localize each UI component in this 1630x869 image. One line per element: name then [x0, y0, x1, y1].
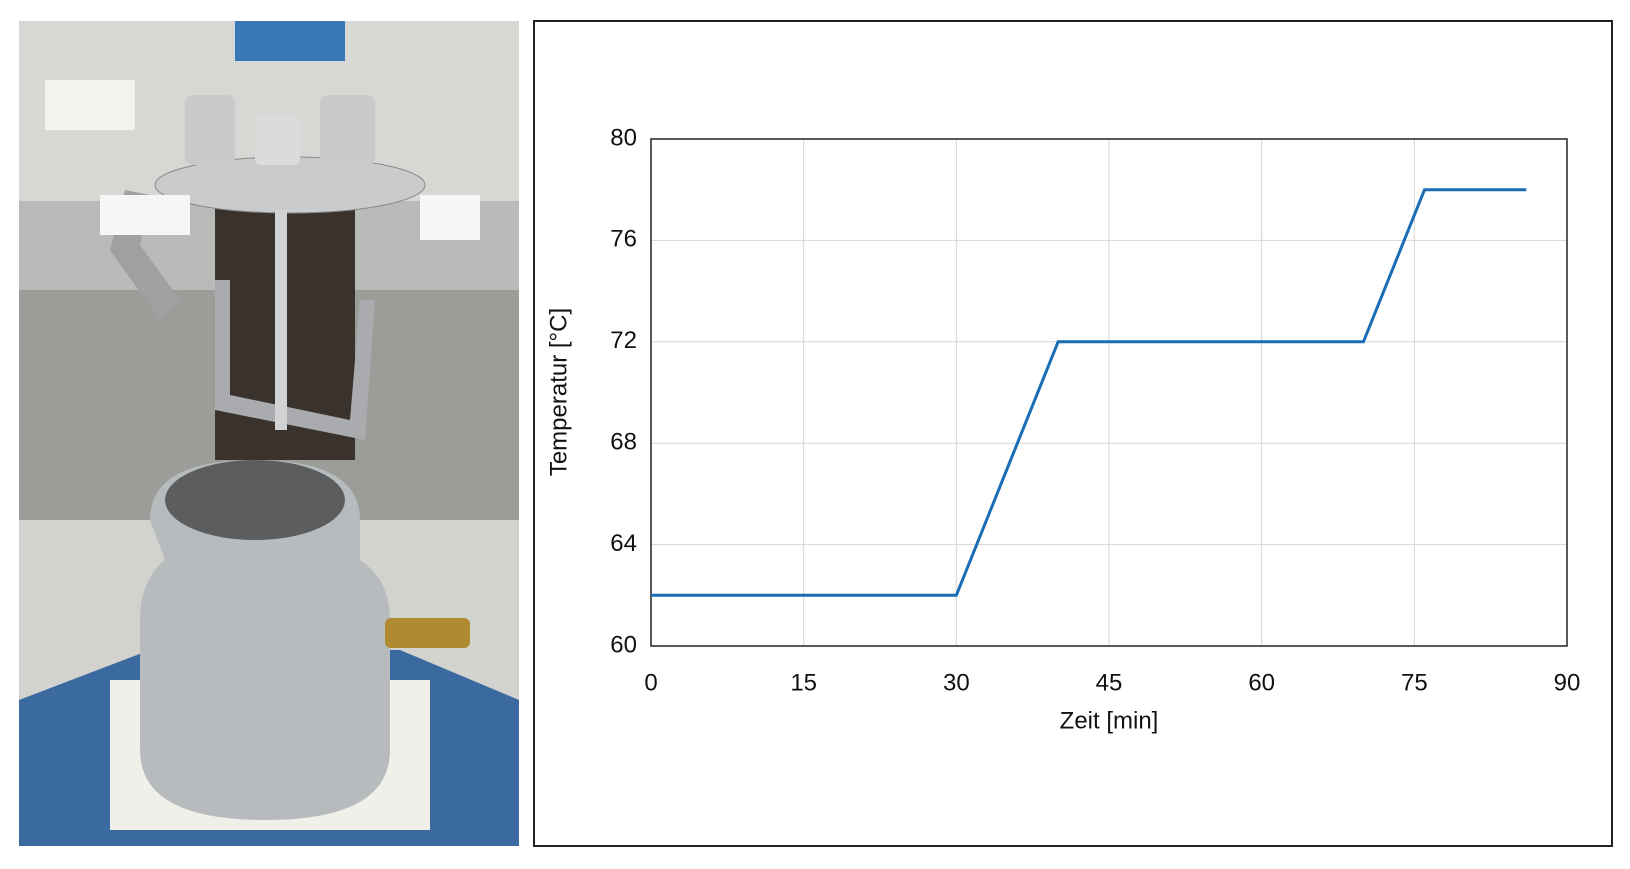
x-tick-label: 0: [644, 669, 657, 696]
x-tick-label: 90: [1554, 669, 1581, 696]
y-tick-label: 72: [610, 327, 637, 354]
x-axis-label: Zeit [min]: [1060, 707, 1159, 734]
x-tick-label: 30: [943, 669, 970, 696]
y-axis-label: Temperatur [°C]: [545, 308, 572, 476]
plot-border: [650, 138, 1568, 647]
x-tick-label: 15: [790, 669, 817, 696]
photo: [19, 21, 519, 846]
y-tick-label: 64: [610, 530, 637, 557]
chart-frame: [533, 20, 1613, 847]
x-tick-label: 45: [1096, 669, 1123, 696]
y-tick-label: 60: [610, 631, 637, 658]
y-tick-label: 76: [610, 226, 637, 253]
y-tick-label: 68: [610, 429, 637, 456]
x-tick-label: 60: [1248, 669, 1275, 696]
y-tick-label: 80: [610, 124, 637, 151]
line: [651, 188, 1527, 597]
x-tick-label: 75: [1401, 669, 1428, 696]
